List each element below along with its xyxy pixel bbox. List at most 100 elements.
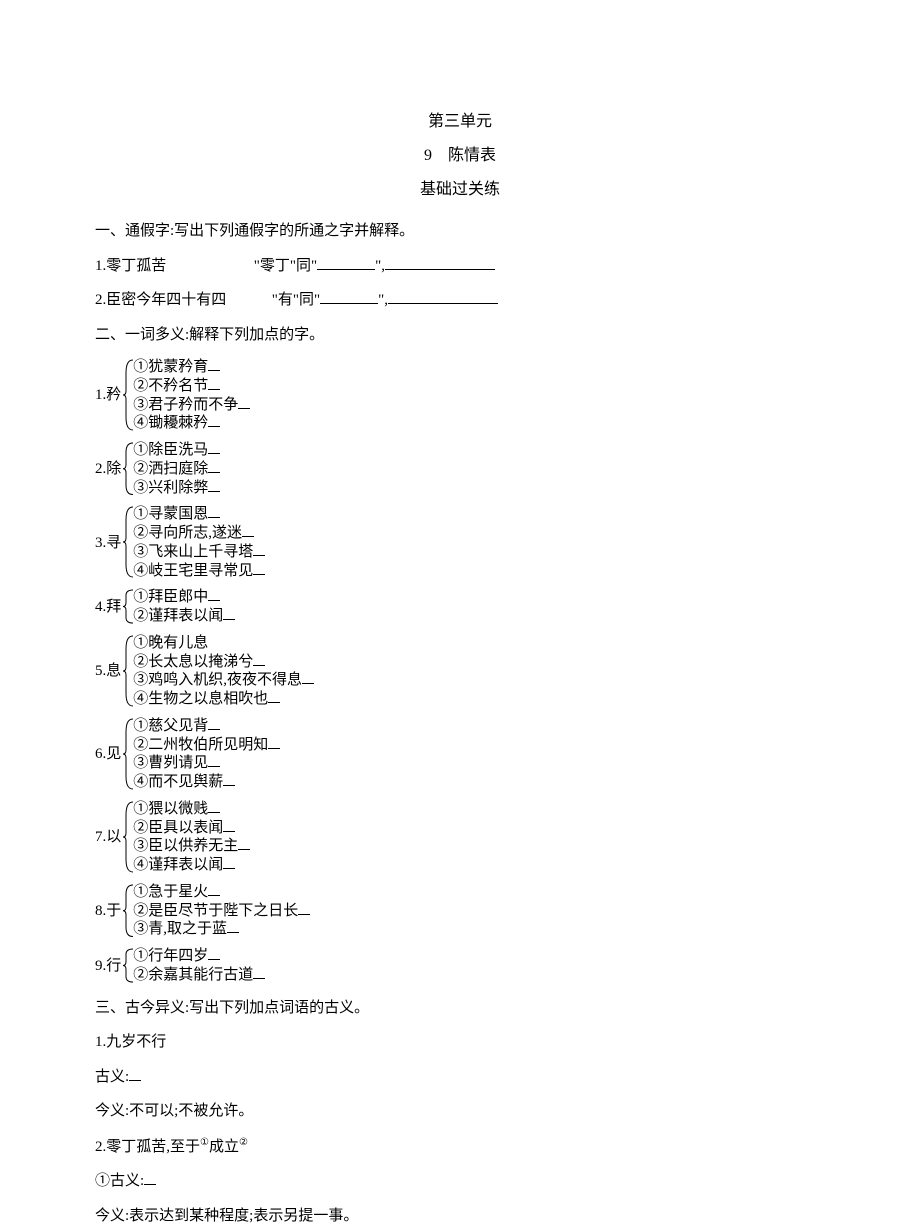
unit-title: 第三单元	[95, 110, 825, 134]
polysemy-group: 8.于 ①急于星火②是臣尽节于陛下之日长③青,取之于蓝	[95, 883, 825, 939]
group-label: 1.矜	[95, 384, 123, 407]
s1-q1-sep: ",	[375, 258, 385, 274]
group-item: ②不矜名节	[133, 377, 250, 396]
group-item: ④岐王宅里寻常见	[133, 562, 265, 581]
group-item: ③臣以供养无主	[133, 837, 250, 856]
group-item: ②谨拜表以闻	[133, 607, 235, 626]
s1-q2: 2.臣密今年四十有四 "有"同"",	[95, 289, 825, 312]
group-item: ②是臣尽节于陛下之日长	[133, 902, 310, 921]
blank	[208, 479, 220, 492]
s1-q2-sep: ",	[378, 292, 388, 308]
blank	[208, 414, 220, 427]
group-item: ①慈父见背	[133, 717, 280, 736]
group-item: ③君子矜而不争	[133, 396, 250, 415]
s3-q2-gu: ①古义:	[95, 1170, 825, 1193]
group-item: ②臣具以表闻	[133, 819, 250, 838]
group-item: ④谨拜表以闻	[133, 856, 250, 875]
brace-icon	[123, 441, 133, 497]
blank	[208, 441, 220, 454]
section3-heading: 三、古今异义:写出下列加点词语的古义。	[95, 997, 825, 1020]
group-item: ③兴利除弊	[133, 479, 220, 498]
blank	[298, 902, 310, 915]
section1-heading: 一、通假字:写出下列通假字的所通之字并解释。	[95, 220, 825, 243]
group-item: ①除臣洗马	[133, 441, 220, 460]
group-label: 4.拜	[95, 596, 123, 619]
polysemy-group: 3.寻①寻蒙国恩②寻向所志,遂迷③飞来山上千寻塔④岐王宅里寻常见	[95, 505, 825, 580]
blank	[208, 947, 220, 960]
s3-q1-title: 1.九岁不行	[95, 1031, 825, 1054]
blank	[208, 460, 220, 473]
blank	[129, 1068, 141, 1081]
s3-q2-title: 2.零丁孤苦,至于①成立②	[95, 1135, 825, 1159]
polysemy-group: 7.以①猥以微贱②臣具以表闻③臣以供养无主④谨拜表以闻	[95, 800, 825, 875]
group-item: ④锄耰棘矜	[133, 414, 250, 433]
blank	[223, 607, 235, 620]
group-item: ①行年四岁	[133, 947, 265, 966]
brace-icon	[123, 588, 133, 625]
group-label: 2.除	[95, 458, 123, 481]
blank	[208, 377, 220, 390]
group-item: ④生物之以息相吹也	[133, 690, 314, 709]
group-item: ①急于星火	[133, 883, 310, 902]
blank	[208, 358, 220, 371]
blank	[238, 396, 250, 409]
polysemy-group: 2.除 ①除臣洗马②洒扫庭除③兴利除弊	[95, 441, 825, 497]
super-1: ①	[200, 1137, 209, 1148]
group-items: ①除臣洗马②洒扫庭除③兴利除弊	[133, 441, 220, 497]
blank	[302, 671, 314, 684]
group-label: 3.寻	[95, 532, 123, 555]
group-items: ①行年四岁②余嘉其能行古道	[133, 947, 265, 985]
brace-icon	[123, 800, 133, 874]
blank	[208, 505, 220, 518]
s1-q1-text: 1.零丁孤苦	[95, 258, 166, 274]
brace-icon	[123, 947, 133, 984]
brace-icon	[123, 883, 133, 939]
group-label: 8.于	[95, 900, 123, 923]
s3-q1-gu: 古义:	[95, 1066, 825, 1089]
blank	[227, 920, 239, 933]
blank	[208, 883, 220, 896]
blank	[223, 819, 235, 832]
group-item: ②二州牧伯所见明知	[133, 736, 280, 755]
chapter-title: 9 陈情表	[95, 144, 825, 168]
polysemy-group: 9.行 ①行年四岁②余嘉其能行古道	[95, 947, 825, 985]
blank	[208, 588, 220, 601]
group-item: ②洒扫庭除	[133, 460, 220, 479]
group-items: ①犹蒙矜育②不矜名节③君子矜而不争④锄耰棘矜	[133, 358, 250, 433]
blank	[317, 256, 375, 270]
group-label: 9.行	[95, 955, 123, 978]
group-label: 5.息	[95, 660, 123, 683]
blank	[242, 524, 254, 537]
group-items: ①晚有儿息②长太息以掩涕兮③鸡鸣入机织,夜夜不得息④生物之以息相吹也	[133, 634, 314, 709]
blank	[320, 290, 378, 304]
polysemy-group: 6.见 ①慈父见背②二州牧伯所见明知③曹刿请见④而不见舆薪	[95, 717, 825, 792]
brace-icon	[123, 634, 133, 708]
super-2: ②	[239, 1137, 248, 1148]
s3-q2-b: 成立	[209, 1139, 239, 1155]
s1-q1-prompt: "零丁"同"	[254, 258, 317, 274]
blank	[223, 856, 235, 869]
blank	[238, 837, 250, 850]
blank	[144, 1172, 156, 1185]
polysemy-group: 1.矜 ①犹蒙矜育②不矜名节③君子矜而不争④锄耰棘矜	[95, 358, 825, 433]
group-items: ①慈父见背②二州牧伯所见明知③曹刿请见④而不见舆薪	[133, 717, 280, 792]
group-item: ①拜臣郎中	[133, 588, 235, 607]
group-item: ④而不见舆薪	[133, 773, 280, 792]
group-items: ①拜臣郎中②谨拜表以闻	[133, 588, 235, 626]
group-item: ①寻蒙国恩	[133, 505, 265, 524]
group-item: ③青,取之于蓝	[133, 920, 310, 939]
s1-q1: 1.零丁孤苦 "零丁"同" ",	[95, 255, 825, 278]
blank	[208, 800, 220, 813]
blank	[268, 690, 280, 703]
s3-q2-a: 2.零丁孤苦,至于	[95, 1139, 200, 1155]
group-label: 6.见	[95, 743, 123, 766]
s3-q2-jin: 今义:表示达到某种程度;表示另提一事。	[95, 1205, 825, 1227]
blank	[253, 653, 265, 666]
blank	[253, 562, 265, 575]
gu-label: ①古义:	[95, 1173, 144, 1189]
group-item: ①晚有儿息	[133, 634, 314, 653]
group-items: ①急于星火②是臣尽节于陛下之日长③青,取之于蓝	[133, 883, 310, 939]
group-item: ①犹蒙矜育	[133, 358, 250, 377]
group-item: ①猥以微贱	[133, 800, 250, 819]
s1-q2-prompt: "有"同"	[272, 292, 320, 308]
